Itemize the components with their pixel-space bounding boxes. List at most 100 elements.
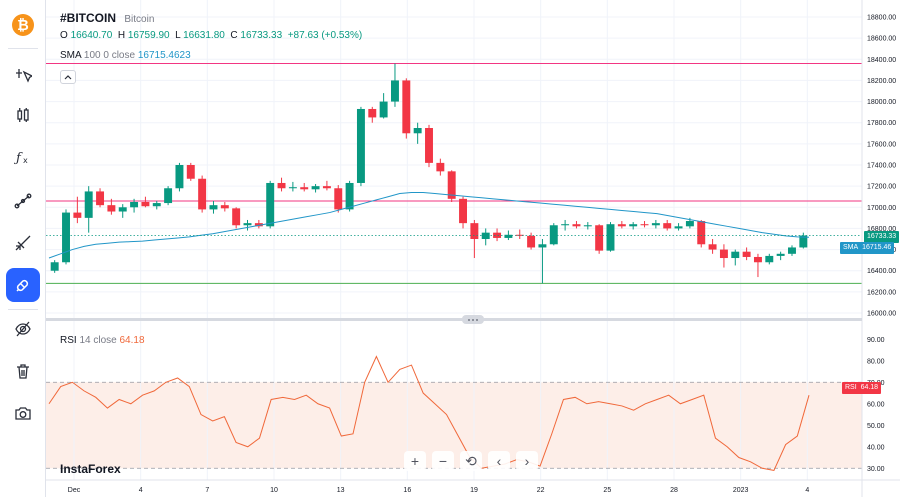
candle-body xyxy=(334,188,343,210)
candle-body xyxy=(118,207,127,212)
candle-body xyxy=(266,182,275,227)
time-tick-label: 19 xyxy=(470,487,478,494)
collapse-legend-button[interactable] xyxy=(60,70,76,84)
candle-body xyxy=(595,225,604,251)
candle-body xyxy=(651,223,660,226)
high-label: H xyxy=(117,30,126,41)
last-price-tag: 16733.33 xyxy=(864,231,900,243)
chart-grid xyxy=(46,0,862,480)
delete-drawings-button[interactable] xyxy=(6,354,40,388)
candle-body xyxy=(402,80,411,134)
rsi-legend[interactable]: RSI 14 close 64.18 xyxy=(60,335,145,346)
candle-body xyxy=(470,223,479,239)
zoom-in-button[interactable]: + xyxy=(404,451,426,471)
rsi-tick-label: 40.00 xyxy=(867,444,885,451)
scroll-left-button[interactable]: ‹ xyxy=(488,451,510,471)
delete-icon xyxy=(17,364,29,379)
chart-area[interactable]: 18800.00 18600.00 18400.00 18200.00 18000.00… xyxy=(46,0,900,497)
svg-text:ƒ: ƒ xyxy=(14,151,23,166)
trend-line-tool-button[interactable] xyxy=(6,184,40,218)
candle-body xyxy=(220,205,229,209)
candle-body xyxy=(788,247,796,254)
price-tick-label: 16200.00 xyxy=(867,289,896,296)
candle-body xyxy=(379,101,388,118)
snapshot-icon xyxy=(15,407,31,420)
candle-body xyxy=(345,182,354,210)
snapshot-button[interactable] xyxy=(6,396,40,430)
rsi-line xyxy=(48,355,810,471)
price-tick-label: 18000.00 xyxy=(867,99,896,106)
candle-body xyxy=(413,128,422,134)
drawing-tools-button[interactable] xyxy=(6,226,40,260)
sma-tag-label: SMA xyxy=(843,244,859,251)
price-tick-label: 17200.00 xyxy=(867,184,896,191)
price-tick-label: 18400.00 xyxy=(867,57,896,64)
pane-resize-handle[interactable] xyxy=(462,315,484,324)
time-tick-label: 28 xyxy=(670,487,678,494)
open-value: 16640.70 xyxy=(70,30,113,41)
high-value: 16759.90 xyxy=(127,30,170,41)
candle-body xyxy=(232,208,241,226)
time-tick-label: Dec xyxy=(68,487,81,494)
price-tick-label: 17800.00 xyxy=(867,120,896,127)
time-tick-label: 2023 xyxy=(733,487,749,494)
price-tick-label: 17000.00 xyxy=(867,205,896,212)
sma-legend-params: 100 0 close xyxy=(83,50,136,61)
rsi-value-tag: RSI 64.18 xyxy=(842,382,882,394)
drawing-tools-icon xyxy=(15,235,31,251)
horizontal-lines xyxy=(46,63,862,284)
time-axis[interactable]: Dec 4 7 10 13 16 19 22 25 28 2023 4 xyxy=(68,487,810,494)
low-label: L xyxy=(175,30,181,41)
candle-body xyxy=(753,256,762,263)
cursor-tool-button[interactable] xyxy=(6,58,40,92)
rsi-tick-label: 80.00 xyxy=(867,358,885,365)
bitcoin-logo-button[interactable]: ₿ xyxy=(6,8,40,42)
time-tick-label: 22 xyxy=(537,487,545,494)
price-tick-label: 18800.00 xyxy=(867,15,896,22)
hide-drawings-button[interactable] xyxy=(6,312,40,346)
magnet-icon xyxy=(16,279,29,292)
candle-body xyxy=(481,232,490,239)
sma-line xyxy=(48,191,810,259)
toolbar-separator xyxy=(8,48,38,49)
pane-divider[interactable] xyxy=(46,318,862,321)
candle-body xyxy=(742,251,751,257)
candle-body xyxy=(209,205,218,210)
candles-tool-button[interactable] xyxy=(6,98,40,132)
magnet-mode-button[interactable] xyxy=(6,268,40,302)
rsi-tag-label: RSI xyxy=(845,384,857,391)
trend-line-icon xyxy=(14,193,32,209)
change-value: +87.63 (+0.53%) xyxy=(287,30,363,41)
reset-chart-button[interactable]: ⟲ xyxy=(460,451,482,471)
candle-body xyxy=(640,224,649,226)
candle-body xyxy=(300,187,309,190)
candle-body xyxy=(175,165,184,189)
rsi-legend-params: 14 close xyxy=(79,335,117,346)
time-tick-label: 16 xyxy=(403,487,411,494)
candlestick-series xyxy=(50,63,808,284)
rsi-legend-name: RSI xyxy=(60,335,77,346)
rsi-tick-label: 30.00 xyxy=(867,466,885,473)
candle-body xyxy=(447,171,456,199)
candle-body xyxy=(776,253,785,256)
candle-body xyxy=(254,223,263,227)
candle-body xyxy=(583,225,592,227)
price-axis[interactable]: 18800.00 18600.00 18400.00 18200.00 18000.00… xyxy=(867,15,896,318)
rsi-tick-label: 90.00 xyxy=(867,337,885,344)
chevron-up-icon xyxy=(64,75,72,80)
candle-body xyxy=(708,244,717,250)
zoom-out-button[interactable]: − xyxy=(432,451,454,471)
symbol-ticker[interactable]: #BITCOIN xyxy=(60,11,117,25)
symbol-legend: #BITCOIN Bitcoin xyxy=(60,11,154,25)
candle-body xyxy=(391,80,399,102)
sma-legend[interactable]: SMA 100 0 close 16715.4623 xyxy=(60,50,191,61)
cursor-cross-icon xyxy=(16,69,32,83)
rsi-tag-value: 64.18 xyxy=(860,384,879,391)
scroll-right-button[interactable]: › xyxy=(516,451,538,471)
price-tick-label: 16400.00 xyxy=(867,268,896,275)
time-tick-label: 10 xyxy=(270,487,278,494)
price-tick-label: 16000.00 xyxy=(867,311,896,318)
